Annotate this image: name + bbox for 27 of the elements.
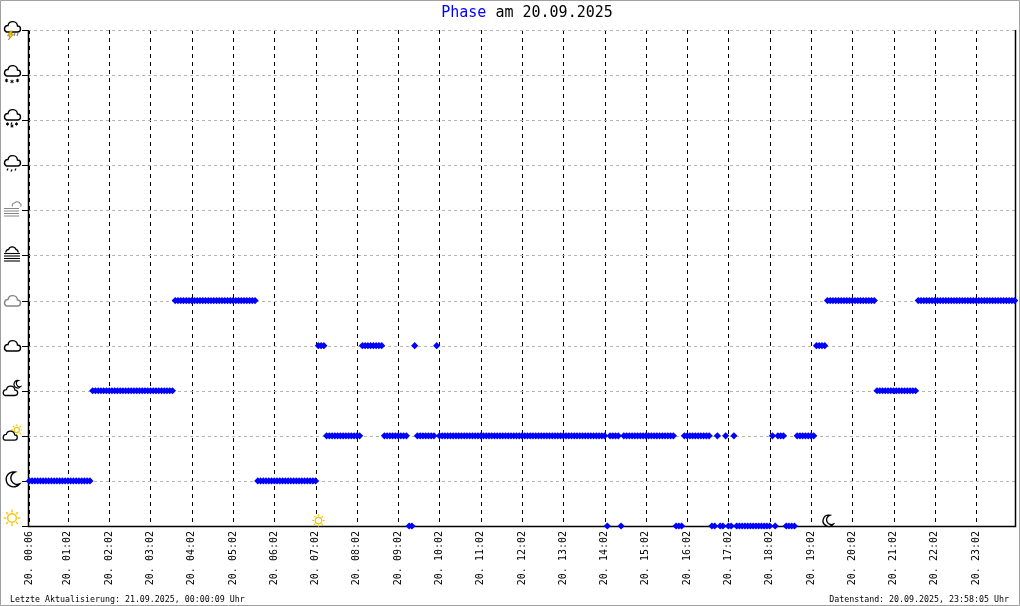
text: Letzte Aktualisierung: 21.09.2025, 00:00:09 Uhr — [10, 594, 245, 604]
x-tick-label: 20. 03:02 — [144, 531, 156, 586]
x-tick-label: 20. 01:02 — [61, 531, 73, 586]
x-tick-label: 20. 06:02 — [267, 531, 279, 586]
x-tick-label: 20. 18:02 — [763, 531, 775, 586]
x-tick-label: 20. 00:06 — [22, 531, 34, 586]
x-tick-label: 20. 15:02 — [639, 531, 651, 586]
x-tick-label: 20. 08:02 — [350, 531, 362, 586]
x-tick-label: 20. 16:02 — [680, 531, 692, 586]
x-tick-label: 20. 23:02 — [969, 531, 981, 586]
x-tick-label: 20. 07:02 — [309, 531, 321, 586]
x-tick-label: 20. 17:02 — [722, 531, 733, 586]
x-tick-label: 20. 19:02 — [804, 531, 816, 586]
x-tick-label: 20. 14:02 — [598, 531, 610, 586]
x-tick-label: 20. 22:02 — [928, 531, 940, 586]
x-tick-label: 20. 13:02 — [556, 531, 568, 586]
x-tick-label: 20. 09:02 — [391, 531, 403, 586]
x-tick-label: 20. 02:02 — [102, 531, 114, 586]
text: Datenstand: 20.09.2025, 23:58:05 Uhr — [829, 594, 1009, 604]
x-tick-label: 20. 04:02 — [185, 531, 197, 586]
x-tick-label: 20. 05:02 — [226, 531, 238, 586]
x-tick-label: 20. 20:02 — [845, 531, 857, 586]
x-tick-label: 20. 21:02 — [887, 531, 899, 586]
x-tick-label: 20. 12:02 — [515, 531, 527, 586]
chart-title: Phase am 20.09.2025 — [441, 3, 613, 21]
x-tick-label: 20. 11:02 — [474, 531, 486, 586]
x-tick-label: 20. 10:02 — [433, 531, 445, 586]
